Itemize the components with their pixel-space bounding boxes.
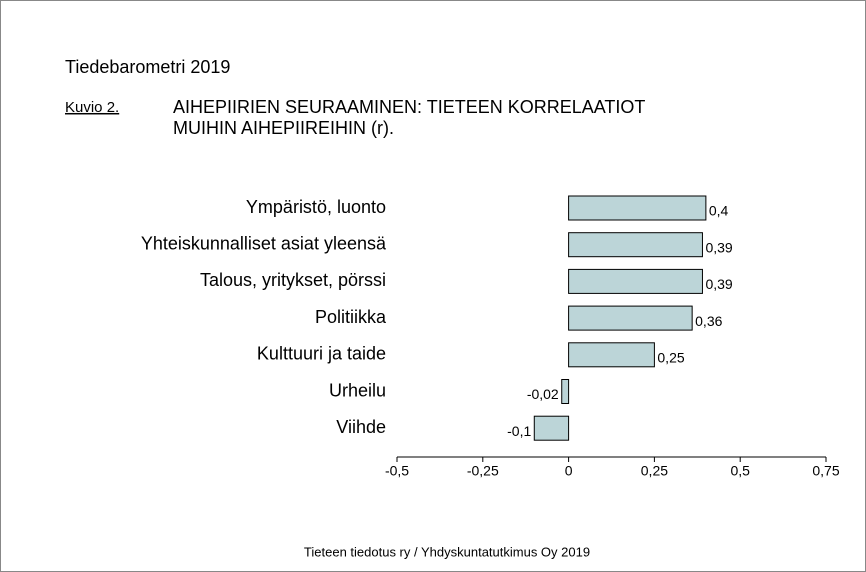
- bar: [568, 268, 703, 294]
- category-label: Yhteiskunnalliset asiat yleensä: [141, 233, 387, 253]
- category-label: Viihde: [336, 417, 386, 437]
- value-label: 0,39: [705, 239, 732, 255]
- x-tick-label: 0: [565, 463, 573, 479]
- category-label: Politiikka: [315, 307, 387, 327]
- x-tick-label: 0,5: [730, 463, 750, 479]
- bar: [568, 195, 707, 221]
- source: Tieteen tiedotus ry / Yhdyskuntatutkimus…: [304, 544, 590, 559]
- value-label: -0,1: [507, 423, 531, 439]
- x-tick-label: 0,75: [812, 463, 839, 479]
- bar: [568, 342, 655, 368]
- x-tick-label: -0,25: [467, 463, 499, 479]
- value-label: -0,02: [527, 386, 559, 402]
- category-label: Ympäristö, luonto: [246, 197, 386, 217]
- value-label: 0,25: [657, 350, 684, 366]
- category-label: Urheilu: [329, 380, 386, 400]
- bar: [568, 305, 693, 331]
- value-label: 0,4: [709, 203, 729, 219]
- bar: [561, 379, 570, 404]
- bar: [568, 232, 703, 258]
- value-label: 0,39: [705, 276, 732, 292]
- value-label: 0,36: [695, 313, 722, 329]
- chart-title: MUIHIN AIHEPIIREIHIN (r).: [173, 118, 394, 138]
- chart-title: AIHEPIIRIEN SEURAAMINEN: TIETEEN KORRELA…: [173, 97, 645, 117]
- figure-label: Kuvio 2.: [65, 99, 119, 116]
- category-label: Talous, yritykset, pörssi: [200, 270, 386, 290]
- header: Tiedebarometri 2019: [65, 57, 230, 77]
- x-tick-label: -0,5: [385, 463, 409, 479]
- x-tick-label: 0,25: [641, 463, 668, 479]
- category-label: Kulttuuri ja taide: [257, 344, 386, 364]
- bar: [533, 415, 570, 441]
